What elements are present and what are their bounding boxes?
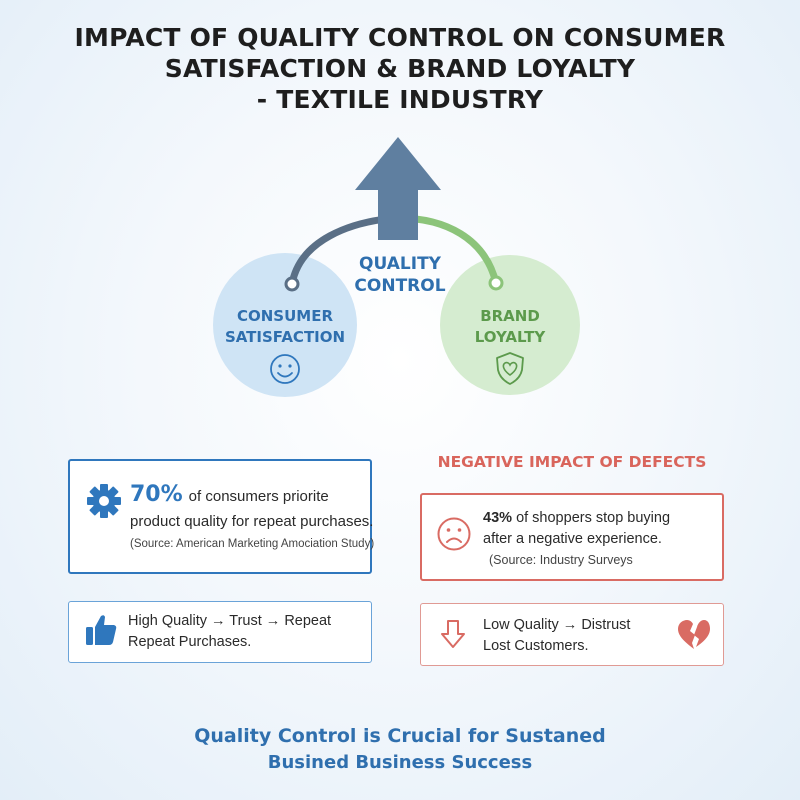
broken-heart-icon — [678, 620, 710, 649]
stat-percent: 70% — [130, 482, 183, 507]
brand-loyalty-line-2: LOYALTY — [474, 328, 546, 346]
title-line-1: IMPACT OF QUALITY CONTROL ON CONSUMER — [74, 23, 726, 52]
footer-line-1: Quality Control is Crucial for Sustaned — [194, 725, 606, 747]
negative-line-1-text: of shoppers stop buying — [516, 510, 671, 526]
quality-chain-box — [68, 601, 372, 663]
negative-line-1: 43% of shoppers stop buying — [483, 510, 670, 526]
left-connector-node — [284, 276, 300, 292]
heart-shield-icon — [496, 352, 524, 385]
stat-line-2: product quality for repeat purchases. — [130, 513, 374, 530]
consumer-satisfaction-circle — [213, 253, 357, 397]
up-arrow-icon — [355, 137, 441, 240]
brand-loyalty-label: BRAND LOYALTY — [440, 306, 580, 348]
title-line-2: SATISFACTION & BRAND LOYALTY — [164, 54, 636, 83]
negative-heading: NEGATIVE IMPACT OF DEFECTS — [437, 453, 707, 471]
right-connector-node — [488, 275, 504, 291]
page-title: IMPACT OF QUALITY CONTROL ON CONSUMER SA… — [0, 22, 800, 115]
chain-line-2: Repeat Purchases. — [128, 634, 252, 650]
quality-control-line-1: QUALITY — [359, 254, 441, 274]
consumer-satisfaction-line-2: SATISFACTION — [224, 328, 346, 346]
consumer-satisfaction-line-1: CONSUMER — [236, 307, 334, 325]
brand-loyalty-circle — [440, 255, 580, 395]
quality-control-label: QUALITY CONTROL — [330, 253, 470, 297]
negative-line-2: after a negative experience. — [483, 531, 662, 547]
negative-source: (Source: Industry Surveys — [489, 553, 633, 567]
stat-source: (Source: American Marketing Amociation S… — [130, 538, 375, 550]
low-quality-box — [420, 603, 724, 666]
smile-icon — [270, 354, 300, 384]
low-quality-line-2: Lost Customers. — [483, 638, 589, 654]
stat-line-1: 70% of consumers priorite — [130, 482, 329, 507]
stat-box — [68, 459, 372, 574]
consumer-satisfaction-label: CONSUMER SATISFACTION — [200, 306, 370, 348]
gear-icon — [87, 484, 121, 518]
stat-line-1-text: of consumers priorite — [188, 488, 329, 505]
thumbs-up-icon — [86, 615, 117, 645]
footer-line-2: Busined Business Success — [267, 752, 533, 773]
title-line-3: - TEXTILE INDUSTRY — [256, 85, 544, 114]
negative-percent: 43% — [483, 510, 513, 526]
chain-line-1: High Quality → Trust → Repeat — [128, 613, 332, 629]
sad-face-icon — [437, 517, 471, 551]
quality-control-line-2: CONTROL — [354, 276, 446, 296]
brand-loyalty-line-1: BRAND — [480, 307, 540, 325]
down-arrow-icon — [441, 620, 465, 648]
low-quality-line-1: Low Quality → Distrust — [483, 617, 631, 633]
quality-diagram — [213, 137, 580, 397]
negative-stat-box — [420, 493, 724, 581]
